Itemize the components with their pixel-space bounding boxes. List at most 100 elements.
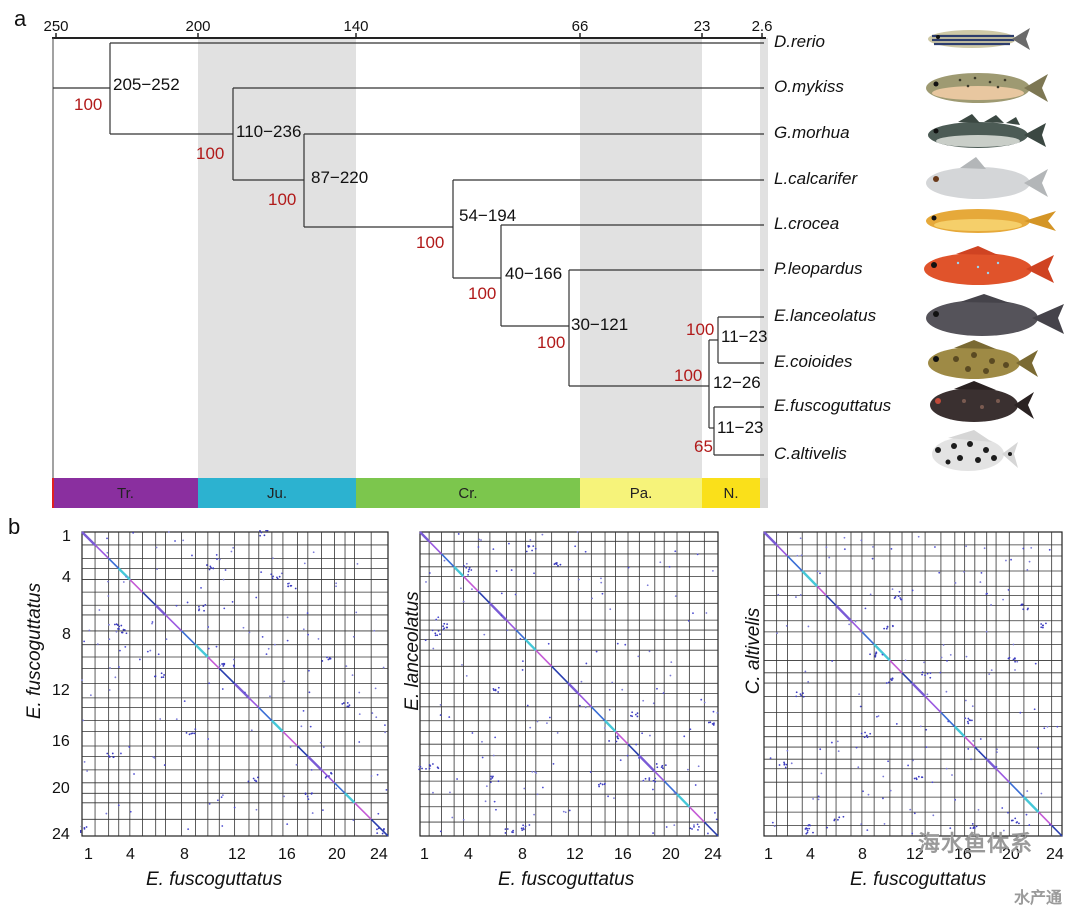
dotplot-1-ytick: 16 <box>52 733 70 750</box>
dotplot-1-xtick: 16 <box>278 846 296 863</box>
fish-image-giant-grouper <box>926 294 1064 336</box>
timescale-tick: 140 <box>343 18 369 35</box>
era-neogene <box>702 478 760 508</box>
dotplot-3-xtick: 4 <box>806 846 815 863</box>
dotplot-2-xtick: 16 <box>614 846 632 863</box>
dotplot-2-xtick: 1 <box>420 846 429 863</box>
fish-image-orange-spotted-grouper <box>928 340 1038 379</box>
timescale-tick: 250 <box>43 18 69 35</box>
node-age-label: 11−23 <box>721 327 768 346</box>
dotplot-1-ytick: 12 <box>52 682 70 699</box>
dotplot-3 <box>763 531 1063 837</box>
timescale-tick: 23 <box>693 18 711 35</box>
watermark-subtext: 水产通 <box>1014 890 1063 907</box>
era-cretaceous <box>356 478 580 508</box>
era-label-neogene: N. <box>723 484 739 502</box>
panel-label-a: a <box>14 6 27 31</box>
taxon-label: G.morhua <box>774 123 850 142</box>
node-age-label: 54−194 <box>459 206 517 225</box>
bootstrap-value: 100 <box>674 366 703 385</box>
dotplot-3-xtick: 1 <box>764 846 773 863</box>
fish-image-yellow-croaker <box>926 209 1056 233</box>
bootstrap-value: 65 <box>694 437 713 456</box>
fish-image-coral-trout <box>924 246 1054 285</box>
phylogenetic-tree <box>52 33 768 508</box>
bootstrap-value: 100 <box>468 284 497 303</box>
dotplot-3-xtick: 20 <box>1002 846 1020 863</box>
taxon-label: C.altivelis <box>774 444 847 463</box>
dotplot-3-xtick: 16 <box>954 846 972 863</box>
fish-image-humpback-grouper <box>932 430 1018 471</box>
dotplot-2-xtick: 8 <box>518 846 527 863</box>
taxon-label: E.coioides <box>774 352 853 371</box>
dotplot-3-xlabel: E. fuscoguttatus <box>850 869 987 890</box>
node-age-label: 12−26 <box>713 373 761 392</box>
era-label-triassic: Tr. <box>117 484 134 502</box>
dotplot-1-xtick: 24 <box>370 846 388 863</box>
panel-label-b: b <box>8 514 21 539</box>
dotplot-1-ytick: 1 <box>62 528 71 545</box>
era-paleogene <box>580 478 702 508</box>
taxon-label: D.rerio <box>774 32 826 51</box>
dotplot-2-xlabel: E. fuscoguttatus <box>498 869 635 890</box>
era-triassic <box>53 478 198 508</box>
node-age-label: 110−236 <box>236 122 302 141</box>
dotplot-3-xtick: 12 <box>906 846 924 863</box>
era-quaternary <box>760 478 768 508</box>
dotplot-1-xtick: 1 <box>84 846 93 863</box>
dotplot-3-xtick: 24 <box>1046 846 1064 863</box>
quaternary-shade <box>760 38 768 478</box>
dotplot-2-xtick: 24 <box>704 846 722 863</box>
dotplot-2-ylabel: E. lanceolatus <box>402 591 423 711</box>
bootstrap-value: 100 <box>537 333 566 352</box>
era-label-cretaceous: Cr. <box>458 484 478 502</box>
dotplot-1 <box>80 530 389 837</box>
dotplot-2-xtick: 20 <box>662 846 680 863</box>
fish-image-zebrafish <box>928 28 1030 50</box>
dotplot-1-xtick: 4 <box>126 846 135 863</box>
node-age-label: 30−121 <box>571 315 629 334</box>
timescale-ticks <box>55 33 763 38</box>
dotplot-1-ytick: 20 <box>52 780 70 797</box>
dotplot-2-xtick: 4 <box>464 846 473 863</box>
bootstrap-value: 100 <box>686 320 715 339</box>
dotplot-2 <box>418 531 719 837</box>
taxon-label: P.leopardus <box>774 259 863 278</box>
fish-image-trout <box>926 73 1048 103</box>
fish-image-brown-marbled-grouper <box>930 381 1034 422</box>
node-age-label: 205−252 <box>113 75 180 94</box>
dotplot-1-ytick: 4 <box>62 569 71 586</box>
dotplot-1-xtick: 20 <box>328 846 346 863</box>
timescale-tick: 2.6 <box>751 18 773 35</box>
dotplot-1-ytick: 8 <box>62 626 71 643</box>
bootstrap-value: 100 <box>74 95 103 114</box>
era-jurassic <box>198 478 356 508</box>
dotplot-1-ytick: 24 <box>52 826 70 843</box>
node-age-label: 11−23 <box>717 418 764 437</box>
timescale-tick: 66 <box>571 18 589 35</box>
taxon-label: E.lanceolatus <box>774 306 877 325</box>
dotplot-1-xtick: 8 <box>180 846 189 863</box>
node-age-label: 87−220 <box>311 168 369 187</box>
taxon-label: L.crocea <box>774 214 840 233</box>
bootstrap-value: 100 <box>416 233 445 252</box>
era-label-paleogene: Pa. <box>629 484 653 502</box>
paleogene-shade <box>580 38 702 478</box>
taxon-label: O.mykiss <box>774 77 844 96</box>
watermark-text: 海水鱼体系 <box>918 831 1034 856</box>
dotplot-1-xtick: 12 <box>228 846 246 863</box>
taxon-label: E.fuscoguttatus <box>774 396 892 415</box>
node-age-label: 40−166 <box>505 264 563 283</box>
tree-branches <box>53 42 764 456</box>
taxon-label: L.calcarifer <box>774 169 858 188</box>
fish-image-barramundi <box>926 157 1048 199</box>
dotplot-1-ylabel: E. fuscoguttatus <box>24 582 45 720</box>
jurassic-shade <box>198 38 356 478</box>
bootstrap-value: 100 <box>196 144 225 163</box>
fish-image-cod <box>928 114 1046 148</box>
bootstrap-value: 100 <box>268 190 297 209</box>
era-label-jurassic: Ju. <box>266 484 287 502</box>
dotplot-1-xlabel: E. fuscoguttatus <box>146 869 283 890</box>
dotplot-3-xtick: 8 <box>858 846 867 863</box>
dotplot-3-ylabel: C. altivelis <box>743 607 764 695</box>
